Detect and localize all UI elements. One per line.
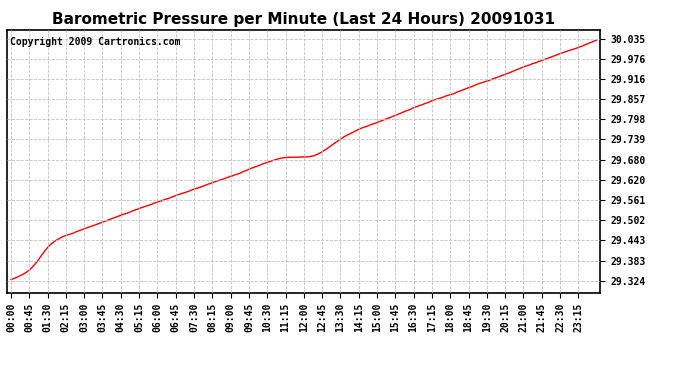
Text: Copyright 2009 Cartronics.com: Copyright 2009 Cartronics.com — [10, 37, 180, 46]
Title: Barometric Pressure per Minute (Last 24 Hours) 20091031: Barometric Pressure per Minute (Last 24 … — [52, 12, 555, 27]
